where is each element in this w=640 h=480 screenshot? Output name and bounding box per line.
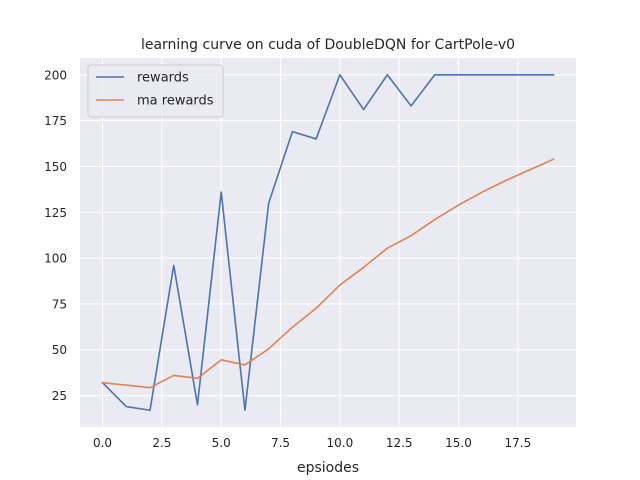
y-tick-label: 50 <box>52 343 67 357</box>
series-layer <box>101 73 555 412</box>
chart-title: learning curve on cuda of DoubleDQN for … <box>141 37 515 53</box>
legend-box <box>87 64 224 118</box>
x-axis-label: epsiodes <box>297 460 359 476</box>
y-tick-label: 75 <box>52 297 67 311</box>
y-tick-label: 100 <box>44 252 67 266</box>
y-tick-labels: 25 50 75 100 125 150 175 200 <box>44 68 67 403</box>
x-tick-label: 2.5 <box>152 436 171 450</box>
legend: rewards ma rewards <box>87 64 224 118</box>
x-tick-label: 17.5 <box>504 436 531 450</box>
y-tick-label: 150 <box>44 160 67 174</box>
y-tick-label: 200 <box>44 68 67 82</box>
series-line-ma-rewards <box>101 158 555 389</box>
x-tick-label: 10.0 <box>327 436 354 450</box>
plot-background <box>80 58 576 427</box>
y-tick-label: 125 <box>44 206 67 220</box>
x-tick-label: 15.0 <box>445 436 472 450</box>
x-tick-label: 5.0 <box>212 436 231 450</box>
y-tick-label: 25 <box>52 389 67 403</box>
x-tick-label: 12.5 <box>386 436 413 450</box>
legend-label: rewards <box>137 71 189 86</box>
legend-label: ma rewards <box>137 94 214 109</box>
x-tick-labels: 0.0 2.5 5.0 7.5 10.0 12.5 15.0 17.5 <box>93 436 531 450</box>
series-line-rewards <box>101 73 555 412</box>
x-tick-label: 0.0 <box>93 436 112 450</box>
y-tick-label: 175 <box>44 114 67 128</box>
x-tick-label: 7.5 <box>271 436 290 450</box>
